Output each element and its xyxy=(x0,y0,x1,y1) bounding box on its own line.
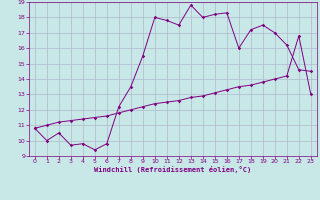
X-axis label: Windchill (Refroidissement éolien,°C): Windchill (Refroidissement éolien,°C) xyxy=(94,166,252,173)
